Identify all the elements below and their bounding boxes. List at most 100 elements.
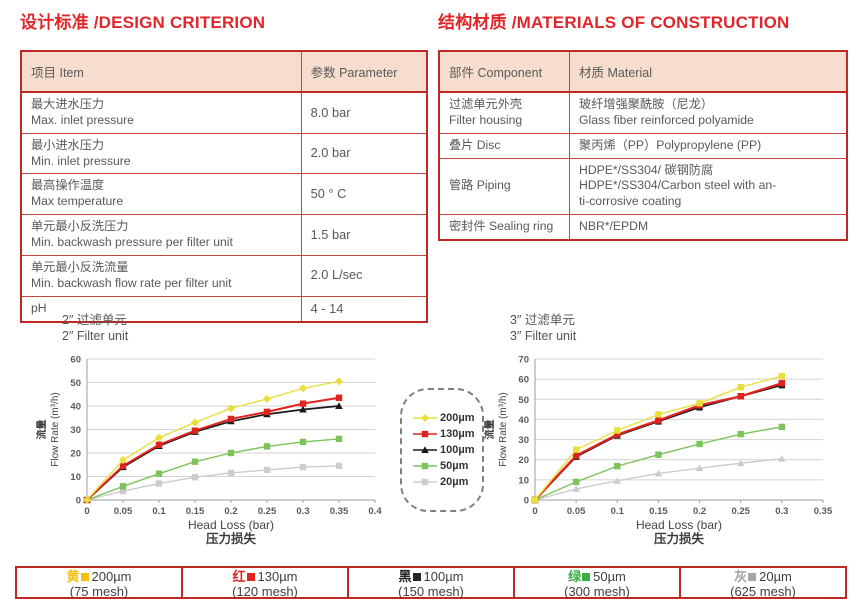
item-cell: 最小进水压力 Min. inlet pressure (20, 132, 302, 175)
x-tick-label: 0 (84, 506, 89, 517)
data-point-marker (737, 430, 744, 437)
cell-line: 玻纤增强聚酰胺（尼龙） (579, 97, 714, 111)
legend-entry: 20µm (412, 476, 482, 488)
cell-line: 最高操作温度 (31, 178, 105, 193)
data-point-marker (119, 487, 127, 494)
legend-entry: 130µm (412, 428, 482, 440)
component-cell: 过滤单元外壳 Filter housing (438, 91, 571, 134)
y-tick-label: 30 (70, 425, 81, 436)
legend-label: 200µm (440, 412, 475, 424)
y-tick-label: 30 (518, 435, 529, 446)
table-row: 单元最小反洗压力 Min. backwash pressure per filte… (20, 214, 428, 256)
design-criterion-table: 项目 Item 参数 Parameter 最大进水压力 Max. inlet pr… (20, 50, 428, 324)
data-point-marker (531, 496, 539, 503)
data-point-marker (421, 462, 429, 470)
cell-line: HDPE*/SS304/Carbon steel with an- (579, 178, 777, 193)
x-tick-label: 0.35 (814, 506, 833, 517)
data-point-marker (227, 415, 235, 422)
table-row: 过滤单元外壳 Filter housing 玻纤增强聚酰胺（尼龙） Glass fib… (438, 91, 848, 134)
data-point-marker (299, 405, 307, 413)
x-tick-label: 0.05 (114, 506, 133, 517)
color-key-square-icon (80, 573, 89, 581)
data-point-marker (191, 426, 199, 434)
item-cell: 最高操作温度 Max temperature (20, 173, 302, 216)
item-cell: 单元最小反洗压力 Min. backwash pressure per filte… (20, 214, 302, 256)
data-point-marker (227, 469, 235, 476)
y-tick-label: 50 (518, 394, 529, 405)
bottom-legend-bar: 黄 200µm (75 mesh) 红 130µm (120 mesh) 黑 100µm (15… (15, 566, 847, 599)
parameter-cell: 2.0 bar (300, 132, 428, 175)
data-point-marker (655, 416, 662, 424)
data-point-marker (119, 462, 127, 469)
mesh-legend-cell: 灰 20µm (625 mesh) (679, 568, 845, 599)
design-criterion-section: 设计标准 /DESIGN CRITERION 项目 Item 参数 Parame… (20, 8, 428, 324)
chart-legend-box: 200µm 130µm 100µm 50µm 20µm (400, 388, 484, 512)
x-axis-label-zh: 压力损失 (654, 531, 705, 545)
cell-line: Filter housing (449, 112, 523, 127)
column-header-item: 项目 Item (20, 50, 302, 93)
table-row: 最大进水压力 Max. inlet pressure 8.0 bar (20, 91, 428, 134)
mesh-size-line: 灰 20µm (681, 569, 845, 584)
x-axis-label-en: Head Loss (bar) (636, 518, 722, 532)
y-tick-label: 70 (518, 354, 529, 365)
cell-line: 最小进水压力 (31, 137, 105, 152)
parameter-cell: 1.5 bar (300, 214, 428, 256)
mesh-size-line: 黑 100µm (349, 569, 513, 584)
mesh-count-label: (300 mesh) (564, 584, 630, 600)
mesh-size-line: 红 130µm (183, 569, 347, 584)
cell-line: NBR*/EPDM (579, 219, 649, 234)
item-cell: 单元最小反洗流量 Min. backwash flow rate per filt… (20, 254, 302, 297)
data-point-marker (335, 376, 343, 385)
column-header-material: 材质 Material (569, 50, 848, 93)
x-tick-label: 0.3 (775, 506, 788, 517)
y-axis-label-zh: 流量 (35, 419, 48, 439)
data-point-marker (263, 442, 271, 450)
legend-marker-icon (413, 462, 437, 470)
chart-title-zh: 3″ 过滤单元 (510, 313, 575, 327)
series-line-20µm (534, 457, 782, 501)
data-point-marker (299, 438, 307, 445)
data-point-marker (335, 462, 343, 469)
series-line-130µm (534, 381, 783, 501)
data-point-marker (155, 433, 163, 442)
data-point-marker (614, 462, 621, 469)
data-point-marker (335, 435, 343, 442)
data-point-marker (119, 455, 127, 464)
y-tick-label: 40 (70, 401, 81, 412)
x-tick-label: 0.2 (693, 506, 706, 517)
legend-label: 130µm (440, 428, 475, 440)
cell-line: 叠片 Disc (449, 137, 501, 152)
data-point-marker (778, 379, 786, 386)
parameter-cell: 2.0 L/sec (300, 254, 428, 297)
design-criterion-title: 设计标准 /DESIGN CRITERION (20, 13, 266, 32)
data-point-marker (778, 423, 786, 430)
legend-label: 50µm (440, 460, 469, 472)
legend-entry: 200µm (412, 412, 482, 424)
mesh-legend-cell: 绿 50µm (300 mesh) (513, 568, 679, 600)
legend-marker-icon (413, 478, 437, 486)
x-tick-label: 0.1 (152, 506, 166, 517)
x-tick-label: 0.35 (330, 506, 349, 517)
data-point-marker (263, 408, 271, 415)
x-tick-label: 0.3 (296, 506, 309, 517)
cell-line: 过滤单元外壳 (449, 97, 523, 111)
color-key-square-icon (412, 573, 421, 581)
data-point-marker (572, 451, 580, 459)
mesh-size-line: 绿 50µm (515, 569, 679, 584)
data-point-marker (736, 458, 745, 466)
data-point-marker (421, 430, 429, 438)
data-point-marker (737, 392, 744, 399)
table-row: 叠片 Disc 聚丙烯（PP）Polypropylene (PP) (438, 132, 848, 159)
series-line-100µm (534, 383, 783, 501)
y-tick-label: 60 (518, 374, 529, 385)
mesh-count-label: (120 mesh) (232, 584, 298, 600)
cell-line: 管路 Piping (449, 178, 511, 193)
chart-plot-2inch: 0 10 20 30 40 50 60 0 0.05 0.1 0.15 0.2 0.25 0.3 0.35 0… (35, 345, 405, 550)
y-axis-label-en: Flow Rate (m³/h) (50, 392, 61, 466)
item-cell: 最大进水压力 Max. inlet pressure (20, 91, 302, 134)
mesh-size-line: 黄 200µm (17, 569, 181, 584)
data-point-marker (299, 383, 307, 392)
mesh-legend-cell: 黑 100µm (150 mesh) (347, 568, 513, 599)
micron-label: 200µm (91, 569, 132, 584)
y-axis-label-zh: 流量 (483, 419, 496, 439)
